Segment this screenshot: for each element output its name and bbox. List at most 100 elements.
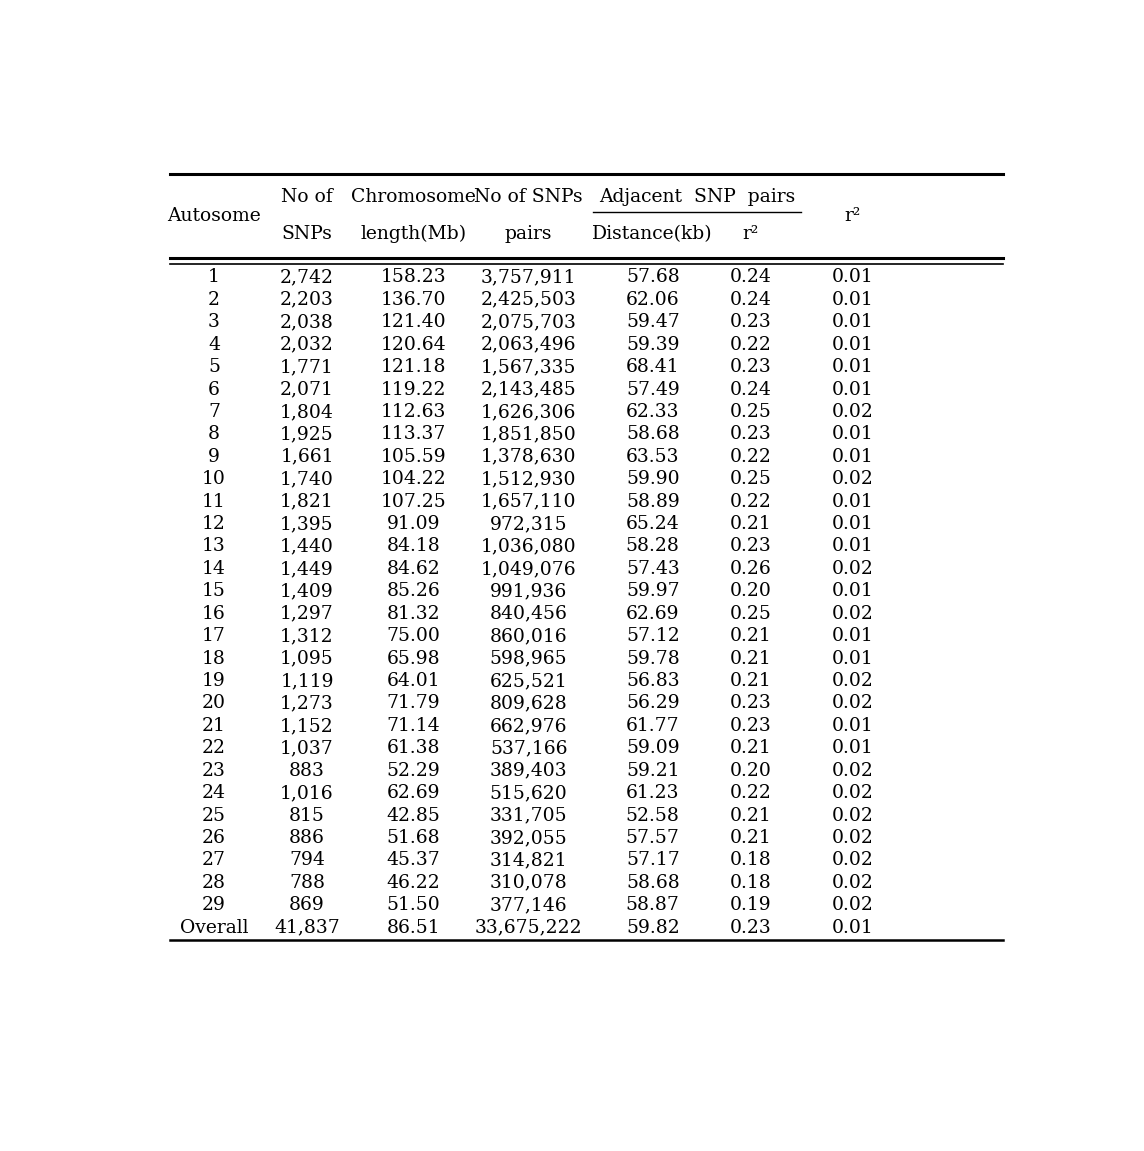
Text: 3,757,911: 3,757,911	[480, 268, 577, 287]
Text: 41,837: 41,837	[275, 918, 340, 937]
Text: 314,821: 314,821	[490, 852, 567, 869]
Text: 46.22: 46.22	[387, 874, 440, 892]
Text: 2,425,503: 2,425,503	[480, 291, 577, 308]
Text: 1,095: 1,095	[280, 649, 334, 668]
Text: 1,036,080: 1,036,080	[480, 538, 577, 556]
Text: 310,078: 310,078	[490, 874, 567, 892]
Text: 64.01: 64.01	[387, 672, 440, 691]
Text: 0.21: 0.21	[730, 649, 771, 668]
Text: 0.02: 0.02	[832, 829, 873, 847]
Text: 56.83: 56.83	[626, 672, 680, 691]
Text: 2,143,485: 2,143,485	[480, 381, 577, 398]
Text: 57.12: 57.12	[626, 627, 680, 646]
Text: 10: 10	[202, 471, 225, 488]
Text: 1,016: 1,016	[280, 784, 334, 802]
Text: 0.23: 0.23	[730, 538, 771, 556]
Text: 972,315: 972,315	[490, 516, 567, 533]
Text: 0.21: 0.21	[730, 627, 771, 646]
Text: 2,075,703: 2,075,703	[480, 313, 577, 331]
Text: 58.68: 58.68	[626, 426, 680, 443]
Text: 0.22: 0.22	[730, 784, 771, 802]
Text: 0.24: 0.24	[730, 291, 771, 308]
Text: 59.78: 59.78	[626, 649, 680, 668]
Text: 62.06: 62.06	[626, 291, 680, 308]
Text: 0.21: 0.21	[730, 672, 771, 691]
Text: pairs: pairs	[505, 226, 553, 243]
Text: 23: 23	[202, 762, 225, 779]
Text: 0.01: 0.01	[832, 582, 873, 601]
Text: 27: 27	[202, 852, 225, 869]
Text: 0.24: 0.24	[730, 268, 771, 287]
Text: 84.62: 84.62	[387, 559, 440, 578]
Text: 1,626,306: 1,626,306	[480, 403, 577, 421]
Text: 21: 21	[202, 717, 225, 734]
Text: 62.69: 62.69	[387, 784, 440, 802]
Text: 2,063,496: 2,063,496	[480, 336, 577, 353]
Text: 107.25: 107.25	[381, 493, 446, 511]
Text: 0.22: 0.22	[730, 448, 771, 466]
Text: 0.23: 0.23	[730, 426, 771, 443]
Text: 1,804: 1,804	[280, 403, 334, 421]
Text: 1,119: 1,119	[280, 672, 334, 691]
Text: 0.01: 0.01	[832, 918, 873, 937]
Text: 1,851,850: 1,851,850	[480, 426, 577, 443]
Text: 0.25: 0.25	[730, 604, 771, 623]
Text: 24: 24	[202, 784, 225, 802]
Text: 2,071: 2,071	[280, 381, 334, 398]
Text: 515,620: 515,620	[490, 784, 567, 802]
Text: 33,675,222: 33,675,222	[475, 918, 582, 937]
Text: 4: 4	[208, 336, 220, 353]
Text: 61.23: 61.23	[626, 784, 680, 802]
Text: 1,657,110: 1,657,110	[480, 493, 577, 511]
Text: 0.02: 0.02	[832, 694, 873, 712]
Text: 57.49: 57.49	[626, 381, 680, 398]
Text: 113.37: 113.37	[381, 426, 446, 443]
Text: 0.22: 0.22	[730, 336, 771, 353]
Text: 0.02: 0.02	[832, 874, 873, 892]
Text: 0.23: 0.23	[730, 358, 771, 376]
Text: 59.21: 59.21	[626, 762, 680, 779]
Text: 0.23: 0.23	[730, 694, 771, 712]
Text: 815: 815	[289, 807, 325, 824]
Text: 1: 1	[208, 268, 220, 287]
Text: 0.21: 0.21	[730, 739, 771, 757]
Text: 0.18: 0.18	[730, 852, 771, 869]
Text: 662,976: 662,976	[490, 717, 567, 734]
Text: 1,395: 1,395	[280, 516, 334, 533]
Text: 1,273: 1,273	[280, 694, 334, 712]
Text: Adjacent  SNP  pairs: Adjacent SNP pairs	[599, 188, 795, 206]
Text: 18: 18	[202, 649, 225, 668]
Text: 0.01: 0.01	[832, 336, 873, 353]
Text: 537,166: 537,166	[490, 739, 567, 757]
Text: 869: 869	[289, 897, 325, 914]
Text: 0.01: 0.01	[832, 426, 873, 443]
Text: 62.33: 62.33	[626, 403, 680, 421]
Text: 28: 28	[202, 874, 225, 892]
Text: 11: 11	[202, 493, 225, 511]
Text: 331,705: 331,705	[490, 807, 567, 824]
Text: 991,936: 991,936	[490, 582, 567, 601]
Text: 0.23: 0.23	[730, 918, 771, 937]
Text: 105.59: 105.59	[381, 448, 446, 466]
Text: 2: 2	[208, 291, 220, 308]
Text: 0.01: 0.01	[832, 649, 873, 668]
Text: 0.23: 0.23	[730, 313, 771, 331]
Text: 0.02: 0.02	[832, 672, 873, 691]
Text: 0.19: 0.19	[730, 897, 771, 914]
Text: 1,771: 1,771	[280, 358, 334, 376]
Text: 1,152: 1,152	[280, 717, 334, 734]
Text: 0.01: 0.01	[832, 627, 873, 646]
Text: 91.09: 91.09	[387, 516, 440, 533]
Text: 1,049,076: 1,049,076	[480, 559, 577, 578]
Text: 45.37: 45.37	[387, 852, 440, 869]
Text: 8: 8	[208, 426, 220, 443]
Text: 0.01: 0.01	[832, 358, 873, 376]
Text: 71.14: 71.14	[387, 717, 440, 734]
Text: 883: 883	[289, 762, 325, 779]
Text: 158.23: 158.23	[381, 268, 446, 287]
Text: 56.29: 56.29	[626, 694, 680, 712]
Text: 17: 17	[202, 627, 225, 646]
Text: 59.82: 59.82	[626, 918, 680, 937]
Text: 20: 20	[202, 694, 225, 712]
Text: 2,038: 2,038	[280, 313, 334, 331]
